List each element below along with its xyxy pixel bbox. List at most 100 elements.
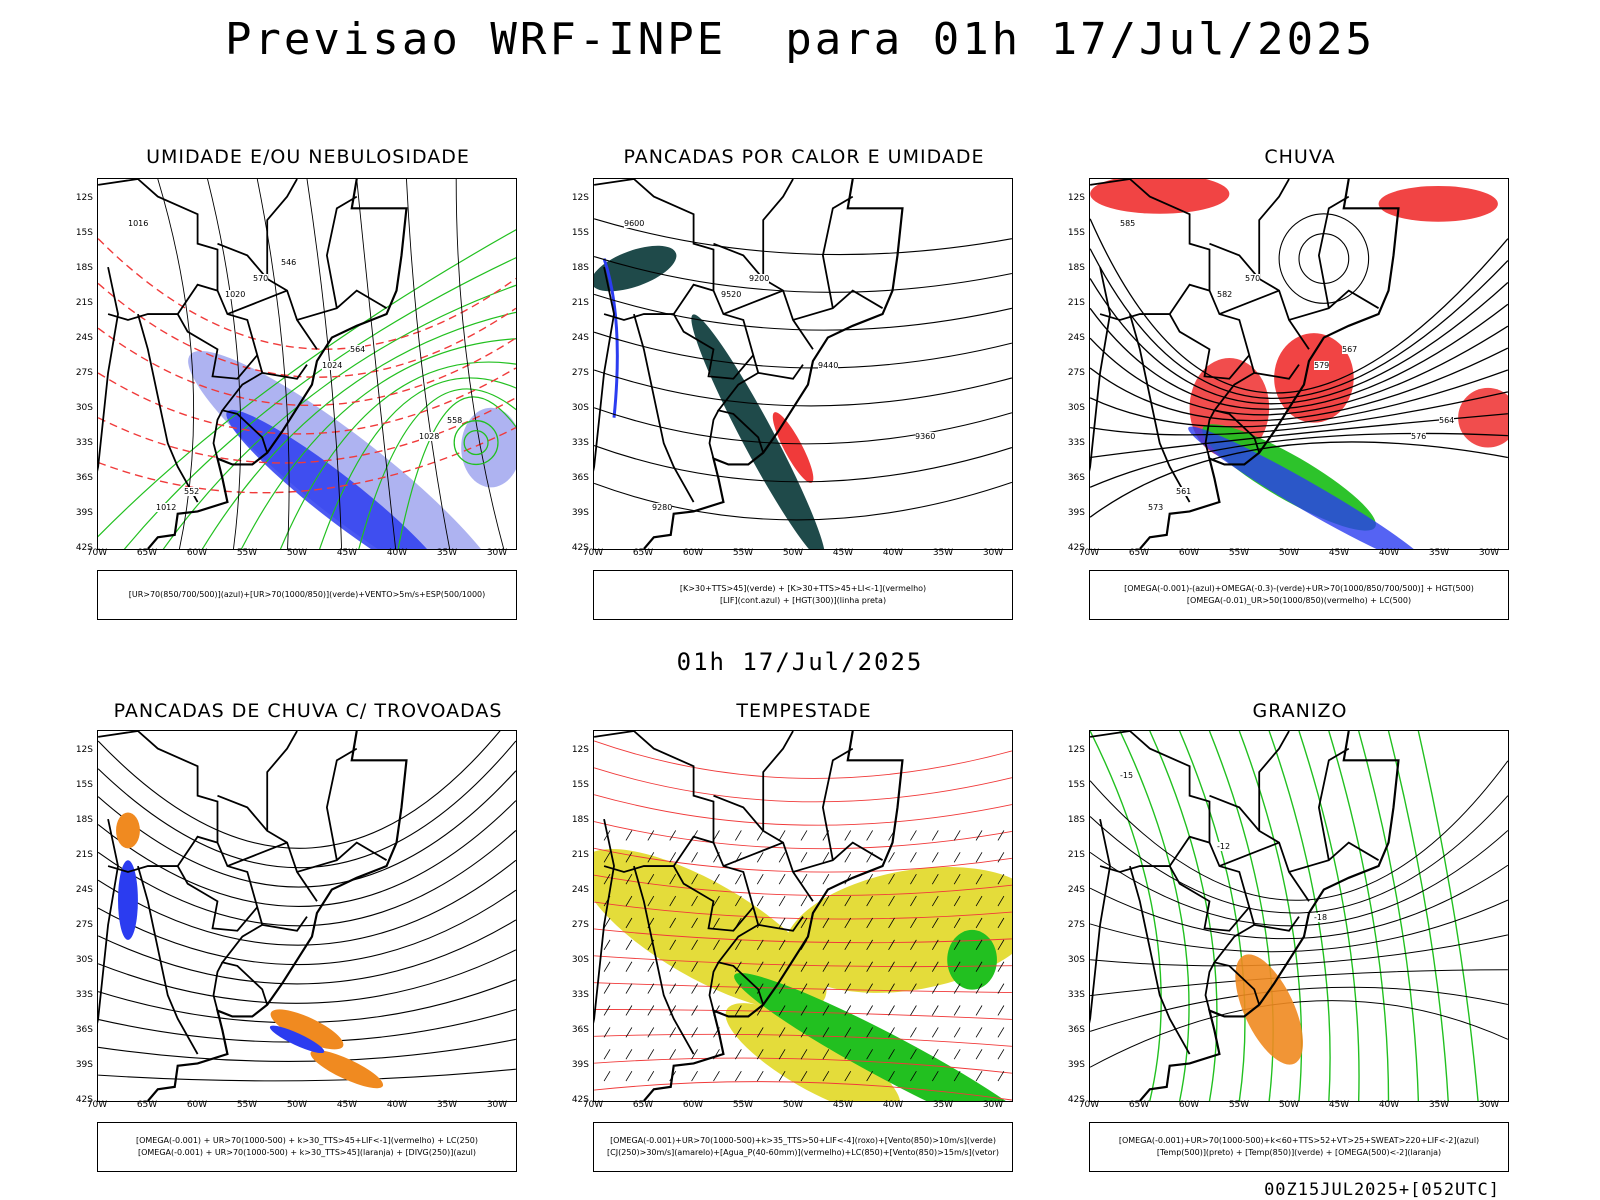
lon-tick-label: 40W [1378,548,1400,558]
lat-tick-label: 12S [571,745,589,755]
map-umidade: 1016 1020 1024 1028 1012 570 564 558 552 546 [97,178,517,550]
lon-tick-label: 45W [832,1100,854,1110]
map-tempestade [593,730,1013,1102]
main-title: Previsao WRF-INPE para 01h 17/Jul/2025 [224,14,1376,65]
lat-tick-label: 42S [571,1095,589,1105]
contour-label: 564 [350,345,366,354]
lat-tick-label: 36S [1067,1025,1085,1035]
contour-label: 9440 [818,361,839,370]
lat-tick-label: 42S [75,1095,93,1105]
lat-tick-label: 36S [571,473,589,483]
lat-tick-label: 24S [571,885,589,895]
lat-tick-label: 15S [75,228,93,238]
lat-tick-label: 15S [571,780,589,790]
lon-tick-label: 55W [1228,548,1250,558]
lon-tick-label: 35W [932,1100,954,1110]
panel-title-trovoadas: PANCADAS DE CHUVA C/ TROVOADAS [113,700,503,722]
lat-tick-label: 30S [571,403,589,413]
legend-line: [UR>70(850/700/500)](azul)+[UR>70(1000/8… [128,590,486,599]
lon-tick-label: 45W [336,548,358,558]
contour-label: 570 [253,274,269,283]
lat-tick-label: 27S [571,920,589,930]
lon-tick-label: 65W [632,548,654,558]
lon-tick-label: 50W [782,1100,804,1110]
lon-tick-label: 70W [86,548,108,558]
lat-tick-label: 42S [571,543,589,553]
lat-tick-label: 42S [75,543,93,553]
contour-label: 9200 [749,274,770,283]
lat-tick-label: 21S [75,850,93,860]
legend-granizo: [OMEGA(-0.001)+UR>70(1000-500)+k<60+TTS>… [1089,1122,1509,1172]
contour-label: 546 [281,258,297,267]
lon-tick-label: 70W [86,1100,108,1110]
lat-tick-label: 42S [1067,543,1085,553]
lon-tick-label: 50W [1278,548,1300,558]
panel-title-tempestade: TEMPESTADE [736,700,872,722]
lat-tick-label: 15S [571,228,589,238]
subtitle-time: 01h 17/Jul/2025 [676,648,924,676]
lon-tick-label: 30W [1478,548,1500,558]
lat-tick-label: 33S [571,990,589,1000]
lon-tick-label: 35W [436,1100,458,1110]
contour-label: 552 [184,487,200,496]
lon-tick-label: 60W [1178,548,1200,558]
lat-tick-label: 24S [1067,333,1085,343]
contour-label: 1028 [419,432,440,441]
lon-tick-label: 30W [982,548,1004,558]
lat-tick-label: 21S [571,298,589,308]
lat-tick-label: 30S [75,955,93,965]
lon-tick-label: 35W [1428,1100,1450,1110]
lon-tick-label: 50W [782,548,804,558]
lon-tick-label: 55W [1228,1100,1250,1110]
lon-tick-label: 60W [186,548,208,558]
lon-tick-label: 40W [386,548,408,558]
lat-tick-label: 30S [571,955,589,965]
lat-tick-label: 18S [571,263,589,273]
lat-tick-label: 18S [571,815,589,825]
contour-label: 558 [447,416,463,425]
lat-tick-label: 33S [571,438,589,448]
lon-tick-label: 70W [1078,548,1100,558]
contour-label: 579 [1314,361,1330,370]
lat-tick-label: 24S [1067,885,1085,895]
lat-tick-label: 18S [75,263,93,273]
contour-label: 564 [1439,416,1455,425]
lat-tick-label: 33S [1067,438,1085,448]
lat-tick-label: 12S [75,745,93,755]
lat-tick-label: 21S [1067,298,1085,308]
lon-tick-label: 65W [136,548,158,558]
lon-tick-label: 65W [136,1100,158,1110]
lat-tick-label: 21S [75,298,93,308]
lon-tick-label: 70W [582,1100,604,1110]
lon-tick-label: 65W [1128,1100,1150,1110]
lat-tick-label: 39S [571,508,589,518]
lon-tick-label: 50W [1278,1100,1300,1110]
map-trovoadas [97,730,517,1102]
lat-tick-label: 27S [1067,920,1085,930]
legend-line: [OMEGA(-0.001) + UR>70(1000-500) + k>30_… [135,1136,479,1145]
lat-tick-label: 12S [1067,193,1085,203]
panel-title-granizo: GRANIZO [1252,700,1348,722]
lat-tick-label: 27S [75,368,93,378]
lat-tick-label: 36S [75,473,93,483]
legend-line: [OMEGA(-0.001)-(azul)+OMEGA(-0.3)-(verde… [1124,584,1474,593]
lat-tick-label: 30S [75,403,93,413]
lat-tick-label: 15S [75,780,93,790]
lat-tick-label: 18S [1067,263,1085,273]
lon-tick-label: 70W [1078,1100,1100,1110]
lat-tick-label: 12S [571,193,589,203]
lat-tick-label: 24S [571,333,589,343]
contour-label: 570 [1245,274,1261,283]
lon-tick-label: 60W [1178,1100,1200,1110]
contour-label: 9280 [652,503,673,512]
legend-line: [LIF](cont.azul) + [HGT(300)](linha pret… [719,596,887,605]
legend-line: [Temp(500)](preto) + [Temp(850)](verde) … [1156,1148,1442,1157]
run-info: 00Z15JUL2025+[052UTC] [1264,1180,1500,1200]
contour-label: 573 [1148,503,1164,512]
lat-tick-label: 24S [75,333,93,343]
lat-tick-label: 33S [75,990,93,1000]
lat-tick-label: 21S [571,850,589,860]
lat-tick-label: 36S [1067,473,1085,483]
lat-tick-label: 18S [75,815,93,825]
lon-tick-label: 45W [832,548,854,558]
